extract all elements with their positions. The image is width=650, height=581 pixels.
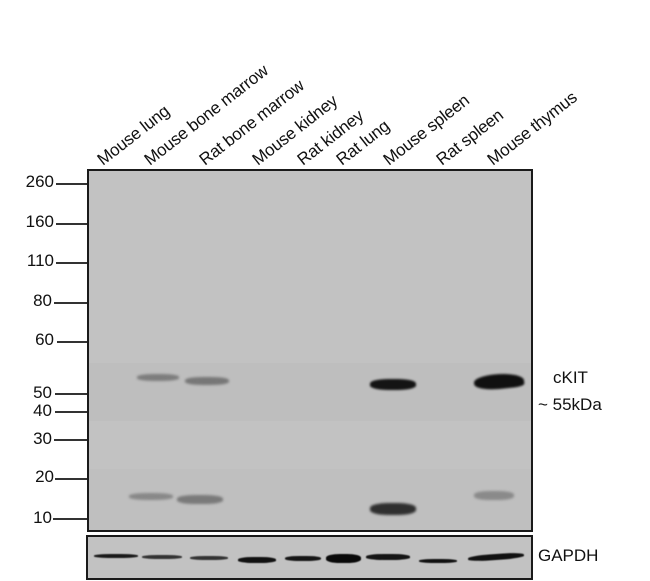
marker-label-40: 40 — [33, 401, 52, 420]
band-low-rat-bone-marrow — [177, 495, 223, 504]
band-ckit-rat-bone-marrow — [185, 377, 229, 385]
marker-tick-60 — [57, 341, 89, 343]
band-gapdh-lane-8 — [419, 559, 457, 563]
band-gapdh-lane-5 — [285, 556, 321, 561]
marker-tick-50 — [55, 393, 87, 395]
marker-tick-30 — [54, 439, 87, 441]
marker-label-160: 160 — [25, 212, 54, 231]
marker-tick-10 — [53, 518, 87, 520]
marker-label-260: 260 — [25, 172, 54, 191]
marker-label-110: 110 — [26, 251, 54, 270]
band-gapdh-lane-6 — [326, 554, 361, 563]
marker-tick-110 — [56, 262, 87, 264]
marker-label-30: 30 — [33, 429, 52, 448]
marker-label-10: 10 — [33, 508, 52, 527]
band-gapdh-lane-4 — [238, 557, 276, 563]
target-size-label: ~ 55kDa — [538, 395, 602, 414]
marker-label-20: 20 — [35, 467, 54, 486]
gapdh-blot-panel — [86, 535, 533, 580]
marker-tick-80 — [54, 302, 87, 304]
marker-label-60: 60 — [35, 330, 54, 349]
marker-tick-40 — [55, 411, 87, 413]
exposure-patch-upper — [89, 363, 531, 421]
band-gapdh-lane-2 — [142, 555, 182, 559]
loading-control-label: GAPDH — [538, 546, 599, 565]
band-low-mouse-thymus — [474, 491, 514, 500]
marker-label-80: 80 — [33, 291, 52, 310]
band-gapdh-lane-3 — [190, 556, 228, 560]
band-ckit-mouse-spleen — [370, 379, 416, 390]
marker-tick-20 — [55, 478, 87, 480]
ckit-blot-panel — [87, 169, 533, 532]
band-gapdh-lane-1 — [94, 554, 138, 558]
marker-label-50: 50 — [33, 383, 52, 402]
band-ckit-mouse-bone-marrow — [137, 374, 179, 381]
target-name-label: cKIT — [553, 368, 588, 387]
band-gapdh-lane-9 — [467, 552, 525, 562]
band-gapdh-lane-7 — [366, 554, 410, 560]
lane-label-mouse-thymus: Mouse thymus — [483, 87, 581, 170]
marker-tick-260 — [56, 183, 87, 185]
band-low-mouse-lung — [129, 493, 173, 500]
band-low-mouse-spleen — [370, 503, 416, 515]
marker-tick-160 — [56, 223, 87, 225]
exposure-patch-lower — [89, 469, 531, 530]
